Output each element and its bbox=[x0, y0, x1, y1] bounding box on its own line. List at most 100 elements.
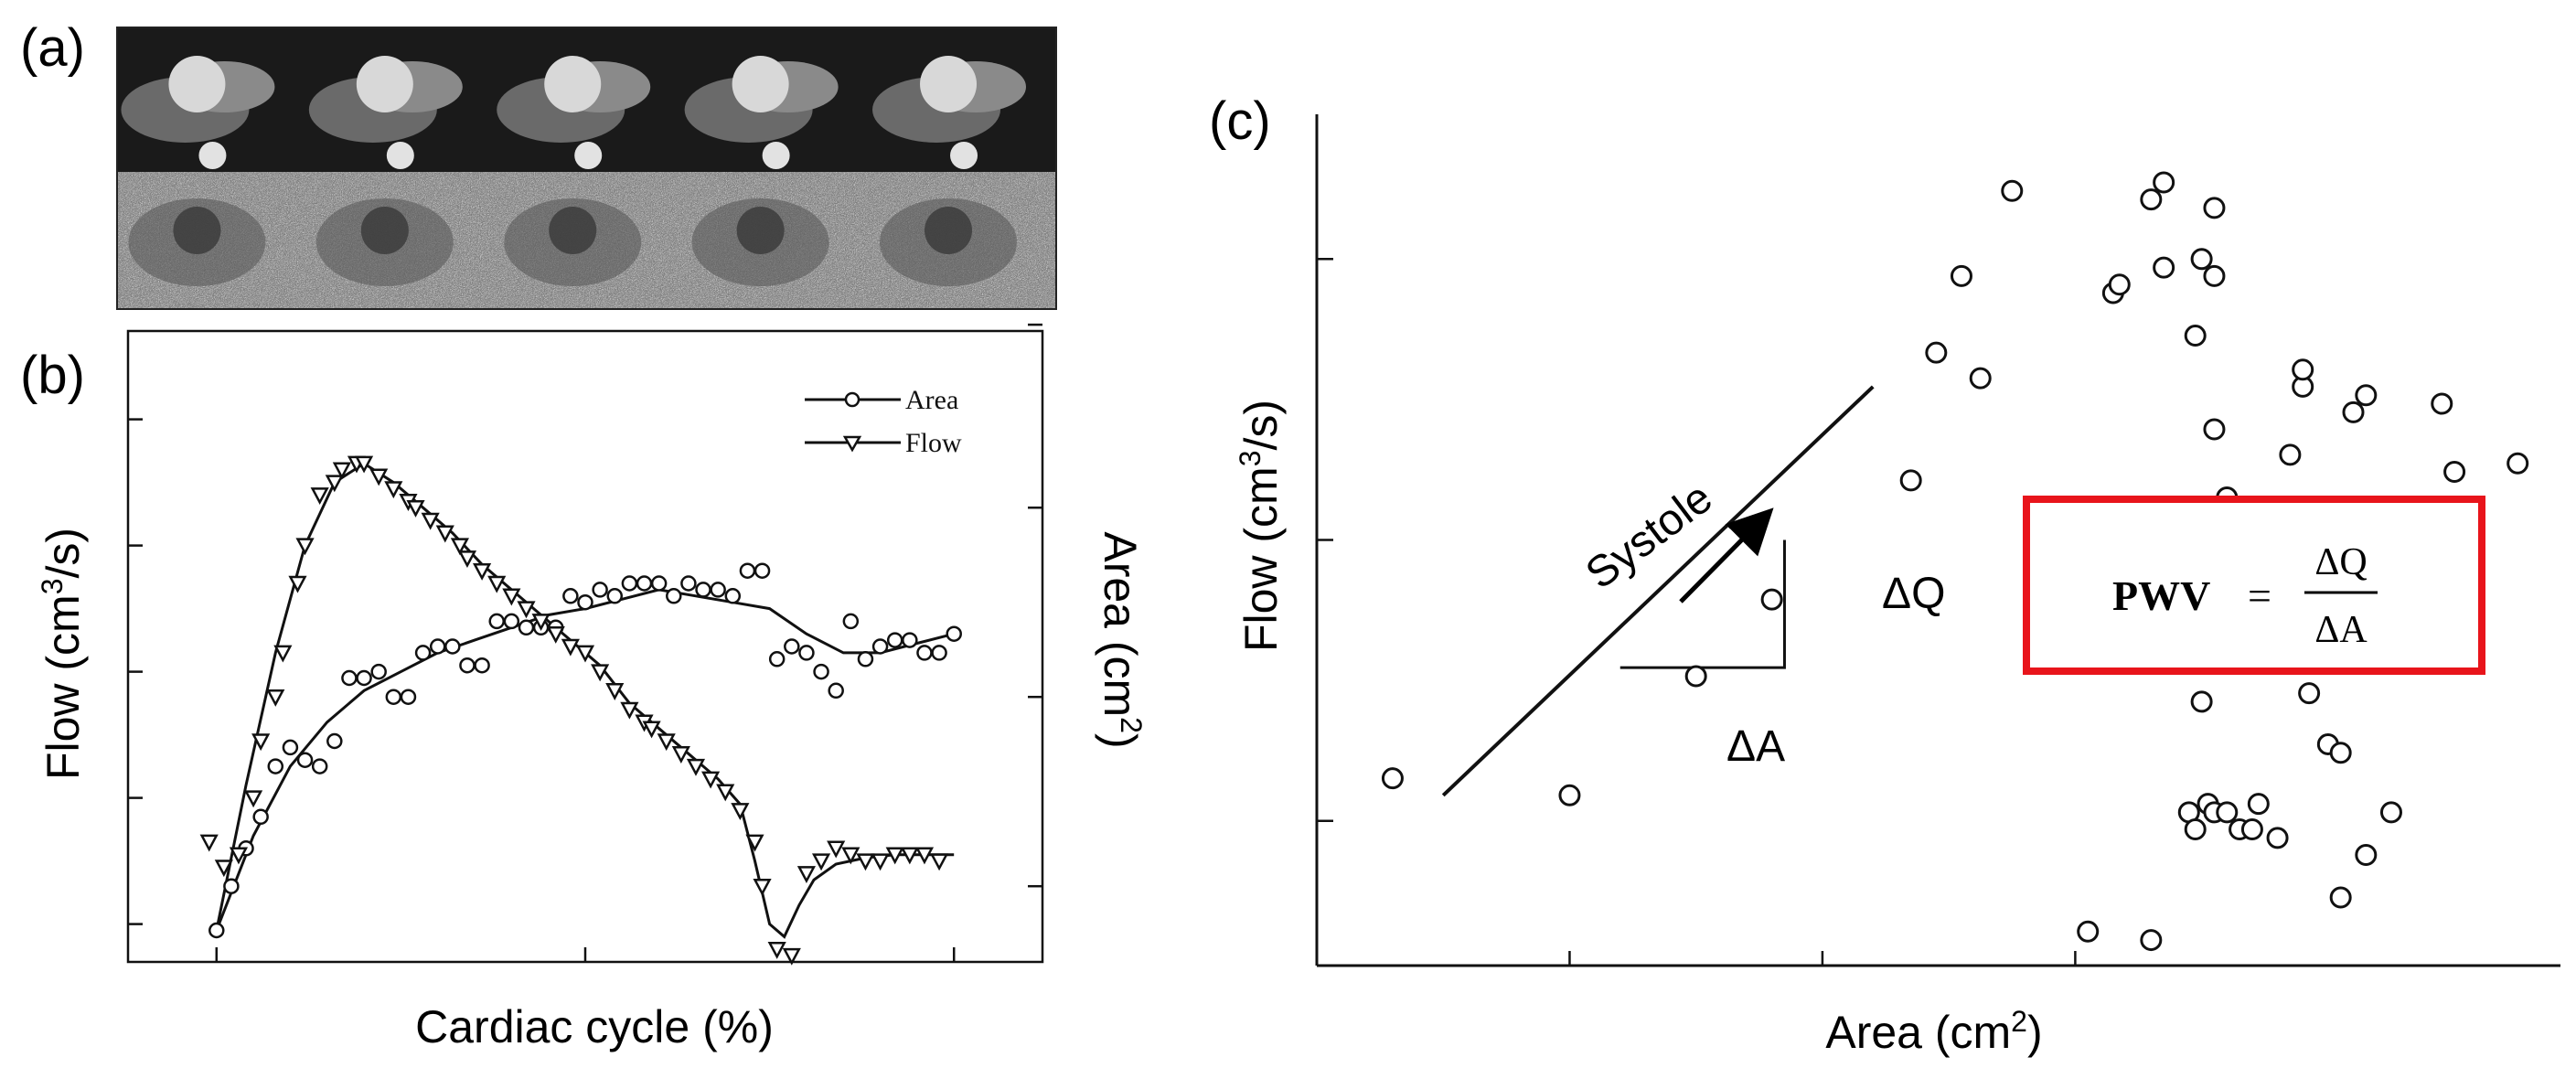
delta-a-label: ΔA bbox=[1726, 722, 1785, 771]
scatter-point bbox=[2140, 929, 2163, 952]
area-point bbox=[902, 632, 918, 648]
area-point bbox=[282, 739, 299, 756]
scatter-point bbox=[1899, 469, 1922, 492]
scatter-point bbox=[2329, 886, 2352, 909]
area-point bbox=[798, 645, 815, 661]
area-point bbox=[356, 669, 372, 687]
scatter-point bbox=[2298, 682, 2321, 705]
flow-point bbox=[199, 834, 219, 852]
scatter-point bbox=[1381, 767, 1404, 790]
phase-aorta bbox=[549, 207, 597, 254]
mri-phase-frames bbox=[128, 198, 1018, 286]
scatter-point bbox=[2216, 801, 2239, 824]
area-point bbox=[370, 663, 387, 680]
pwv-denominator: ΔA bbox=[2314, 609, 2368, 651]
chart-b-ticks bbox=[128, 323, 1042, 962]
area-point bbox=[650, 575, 668, 592]
flow-point bbox=[457, 550, 477, 569]
mri-phase-frame bbox=[504, 198, 642, 286]
pwv-formula-box bbox=[2023, 496, 2485, 675]
descending-aorta bbox=[574, 142, 603, 169]
area-point bbox=[680, 575, 697, 592]
legend-flow-marker bbox=[842, 435, 862, 453]
area-point bbox=[385, 689, 402, 705]
chart-c: Systole ΔQ ΔA PWV = ΔQ ΔA Area (cm2) Flo… bbox=[1234, 114, 2560, 1058]
chart-c-fit-line bbox=[1441, 385, 1875, 797]
flow-point bbox=[900, 847, 919, 865]
flow-point bbox=[930, 853, 949, 871]
area-point bbox=[724, 588, 742, 604]
area-point bbox=[459, 657, 476, 674]
scatter-point bbox=[2108, 273, 2131, 296]
flow-point bbox=[767, 941, 786, 959]
panel-label-a: (a) bbox=[20, 18, 85, 78]
scatter-point bbox=[2355, 843, 2378, 866]
legend-area-marker bbox=[844, 391, 860, 408]
chart-b-legend: Area Flow bbox=[805, 385, 962, 458]
panel-label-b: (b) bbox=[20, 346, 85, 405]
chart-b-flow-points bbox=[199, 455, 949, 966]
legend-area-label: Area bbox=[905, 385, 958, 415]
scatter-point bbox=[2184, 818, 2207, 841]
flow-point bbox=[214, 860, 233, 878]
flow-point bbox=[473, 562, 492, 581]
mri-magnitude-frames bbox=[121, 56, 1027, 169]
pwv-formula: PWV = ΔQ ΔA bbox=[2023, 496, 2485, 675]
flow-point bbox=[716, 784, 735, 802]
area-point bbox=[754, 562, 771, 579]
flow-point bbox=[701, 771, 721, 789]
scatter-point bbox=[1925, 341, 1948, 364]
ascending-aorta bbox=[356, 56, 413, 112]
area-point bbox=[871, 638, 889, 655]
flow-point bbox=[487, 575, 507, 593]
flow-point bbox=[671, 746, 690, 764]
scatter-point bbox=[1950, 264, 1972, 287]
flow-point bbox=[657, 733, 676, 752]
flow-point bbox=[354, 455, 374, 474]
descending-aorta bbox=[386, 142, 414, 169]
chart-b-area-fit-line bbox=[215, 588, 955, 932]
scatter-point bbox=[1684, 665, 1707, 688]
mri-phase-frame bbox=[315, 198, 454, 286]
area-point bbox=[474, 657, 490, 674]
area-point bbox=[621, 575, 638, 592]
mri-strip-border bbox=[116, 27, 1057, 310]
area-point bbox=[414, 645, 432, 661]
flow-point bbox=[731, 803, 750, 821]
flow-point bbox=[517, 601, 536, 619]
flow-point bbox=[914, 847, 935, 865]
flow-point bbox=[782, 947, 801, 966]
area-point bbox=[710, 582, 726, 598]
area-point bbox=[813, 663, 829, 680]
flow-point bbox=[745, 834, 764, 852]
ascending-aorta bbox=[168, 56, 226, 112]
flow-point bbox=[229, 847, 249, 865]
flow-point bbox=[288, 575, 307, 593]
scatter-point bbox=[1760, 588, 1783, 611]
area-point bbox=[946, 625, 962, 642]
flow-point bbox=[384, 481, 403, 499]
area-point bbox=[666, 588, 682, 604]
flow-point bbox=[310, 487, 329, 506]
area-point bbox=[267, 758, 284, 774]
flow-point bbox=[796, 866, 817, 884]
flow-point bbox=[435, 525, 454, 543]
area-point bbox=[503, 613, 520, 630]
scatter-point bbox=[1558, 784, 1581, 806]
area-point bbox=[296, 752, 314, 768]
area-point bbox=[606, 588, 624, 604]
area-point bbox=[562, 588, 579, 604]
pwv-symbol: PWV bbox=[2112, 572, 2210, 619]
flow-point bbox=[421, 512, 440, 530]
slope-triangle bbox=[1619, 539, 1786, 669]
area-point bbox=[444, 638, 461, 655]
scatter-point bbox=[2279, 443, 2302, 466]
flow-point bbox=[546, 625, 565, 644]
area-point bbox=[208, 922, 225, 939]
scatter-point bbox=[2443, 461, 2466, 484]
phase-aorta bbox=[925, 207, 973, 254]
pwv-numerator: ΔQ bbox=[2314, 541, 2367, 583]
descending-aorta bbox=[198, 142, 227, 169]
ascending-aorta bbox=[732, 56, 789, 112]
